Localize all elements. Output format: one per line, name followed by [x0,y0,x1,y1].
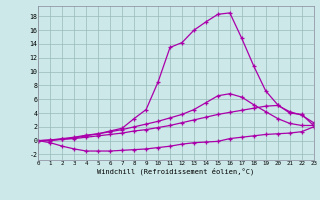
X-axis label: Windchill (Refroidissement éolien,°C): Windchill (Refroidissement éolien,°C) [97,167,255,175]
